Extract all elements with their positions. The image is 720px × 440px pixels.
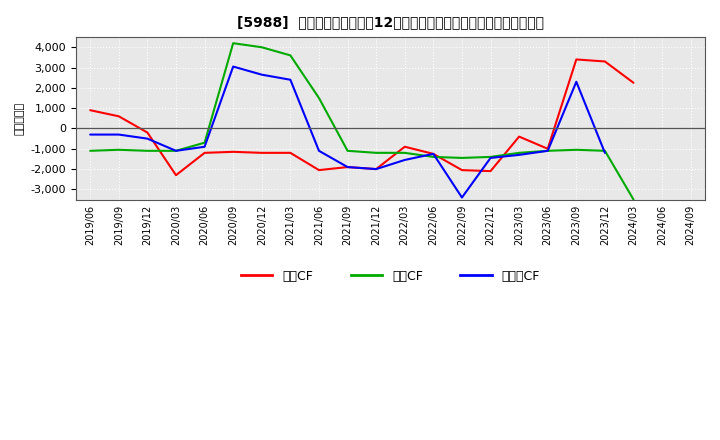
投資CF: [400, 150, 409, 155]
営業CF: [114, 114, 123, 119]
フリーCF: [572, 79, 580, 84]
投資CF: [572, 147, 580, 152]
フリーCF: [544, 148, 552, 154]
フリーCF: [486, 155, 495, 161]
営業CF: [429, 151, 438, 157]
投資CF: [429, 154, 438, 160]
営業CF: [486, 169, 495, 174]
フリーCF: [400, 158, 409, 163]
フリーCF: [143, 136, 152, 141]
投資CF: [171, 148, 180, 154]
営業CF: [315, 168, 323, 173]
営業CF: [343, 165, 352, 170]
フリーCF: [258, 72, 266, 77]
フリーCF: [372, 166, 380, 172]
営業CF: [515, 134, 523, 139]
投資CF: [143, 148, 152, 154]
フリーCF: [343, 165, 352, 170]
投資CF: [229, 40, 238, 46]
営業CF: [200, 150, 209, 155]
フリーCF: [114, 132, 123, 137]
Line: 営業CF: 営業CF: [90, 59, 634, 175]
フリーCF: [200, 144, 209, 150]
投資CF: [200, 140, 209, 145]
投資CF: [515, 150, 523, 155]
フリーCF: [315, 148, 323, 154]
営業CF: [143, 130, 152, 135]
営業CF: [171, 172, 180, 178]
営業CF: [544, 146, 552, 151]
フリーCF: [286, 77, 294, 82]
投資CF: [258, 44, 266, 50]
投資CF: [372, 150, 380, 155]
フリーCF: [171, 148, 180, 154]
投資CF: [544, 148, 552, 154]
Line: 投資CF: 投資CF: [90, 43, 634, 200]
フリーCF: [229, 64, 238, 69]
営業CF: [86, 107, 94, 113]
投資CF: [343, 148, 352, 154]
営業CF: [458, 168, 467, 173]
投資CF: [458, 155, 467, 161]
投資CF: [600, 148, 609, 154]
投資CF: [629, 197, 638, 202]
投資CF: [315, 95, 323, 101]
営業CF: [372, 166, 380, 172]
Line: フリーCF: フリーCF: [90, 66, 605, 198]
投資CF: [86, 148, 94, 154]
Title: [5988]  キャッシュフローの12か月移動合計の対前年同期増減額の推移: [5988] キャッシュフローの12か月移動合計の対前年同期増減額の推移: [237, 15, 544, 29]
投資CF: [486, 154, 495, 160]
営業CF: [400, 144, 409, 150]
営業CF: [600, 59, 609, 64]
営業CF: [258, 150, 266, 155]
フリーCF: [515, 152, 523, 158]
Y-axis label: （百万円）: （百万円）: [15, 102, 25, 135]
投資CF: [286, 53, 294, 58]
営業CF: [572, 57, 580, 62]
営業CF: [629, 80, 638, 85]
営業CF: [229, 149, 238, 154]
営業CF: [286, 150, 294, 155]
Legend: 営業CF, 投資CF, フリーCF: 営業CF, 投資CF, フリーCF: [236, 264, 545, 287]
フリーCF: [600, 150, 609, 155]
フリーCF: [86, 132, 94, 137]
投資CF: [114, 147, 123, 152]
フリーCF: [458, 195, 467, 200]
フリーCF: [429, 151, 438, 157]
